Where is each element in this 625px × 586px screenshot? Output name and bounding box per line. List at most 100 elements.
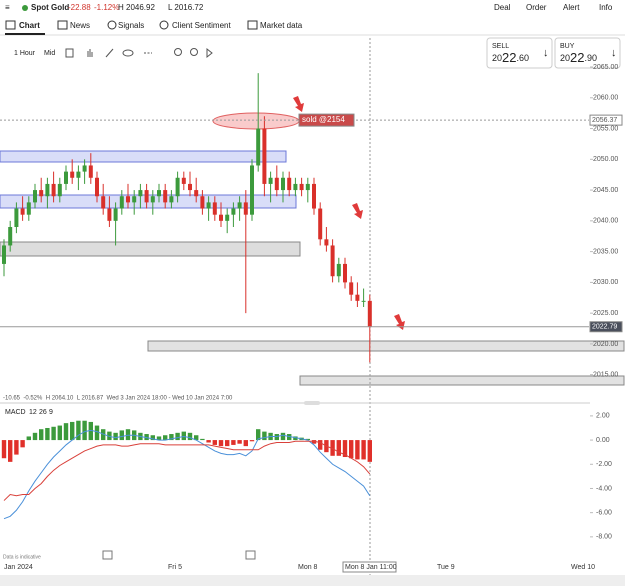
y-tick-label: 2030.00	[593, 279, 618, 286]
histogram-bar	[212, 440, 217, 445]
histogram-bar	[187, 432, 193, 441]
low: L 2016.72	[168, 3, 204, 12]
candle-body	[212, 202, 217, 215]
macd-param: 26	[39, 409, 47, 416]
macd-param: 9	[49, 409, 53, 416]
candle-body	[262, 128, 267, 184]
candle-body	[312, 183, 316, 209]
menu-item[interactable]: Order	[526, 3, 547, 12]
candle-body	[82, 165, 87, 172]
menu-item[interactable]: Info	[599, 3, 613, 12]
histogram-bar	[156, 436, 162, 441]
price-type[interactable]: Mid	[44, 50, 55, 57]
histogram-bar	[237, 440, 242, 444]
pane-handle[interactable]	[304, 401, 320, 405]
y-tick-label: 2025.00	[593, 310, 618, 317]
candle-body	[33, 190, 37, 203]
high: H 2046.92	[118, 3, 155, 12]
zones	[0, 150, 625, 386]
tab[interactable]: News	[70, 21, 90, 30]
tab[interactable]: Market data	[260, 21, 303, 30]
candle-body	[250, 165, 254, 215]
candle-body	[299, 183, 304, 191]
candle-body	[281, 177, 285, 191]
tab[interactable]: Client Sentiment	[172, 21, 231, 30]
y-tick-label: -6.00	[596, 510, 612, 517]
histogram-bar	[243, 440, 248, 447]
histogram-bar	[231, 440, 236, 445]
histogram-bar	[8, 440, 13, 462]
histogram-bar	[32, 432, 38, 441]
instrument: Spot Gold	[31, 3, 69, 12]
candle-body	[45, 183, 50, 197]
y-tick-label: 2065.00	[593, 64, 618, 71]
interval[interactable]: 1 Hour	[14, 50, 36, 57]
histogram-bar	[349, 440, 354, 459]
histogram-bar	[76, 420, 81, 441]
candle-body	[175, 177, 180, 197]
histogram-bar	[274, 434, 279, 441]
histogram-bar	[218, 440, 224, 447]
candle-body	[305, 183, 310, 191]
candle-body	[14, 208, 19, 227]
buy-price: 2022.90	[560, 50, 597, 65]
candle-body	[95, 177, 99, 197]
histogram-bar	[70, 421, 75, 441]
candle-body	[57, 183, 62, 197]
arrows	[293, 96, 405, 330]
candle-body	[194, 190, 199, 197]
histogram-bar	[45, 427, 50, 441]
change-pct: -1.12%	[94, 3, 119, 12]
macd-title: MACD	[5, 409, 26, 416]
y-tick-label: -8.00	[596, 534, 612, 541]
range-info: -10.65 -0.52% H 2064.10 L 2016.87 Wed 3 …	[3, 396, 233, 402]
histogram-bar	[181, 431, 186, 441]
histogram-bar	[355, 440, 360, 460]
y-tick-label: 2015.00	[593, 372, 618, 379]
sell-arrow: ↓	[543, 47, 549, 59]
highlight	[212, 112, 300, 130]
event-icon[interactable]	[102, 550, 113, 560]
candle-body	[361, 300, 366, 302]
tab[interactable]: Signals	[118, 21, 144, 30]
histogram-bar	[20, 440, 25, 448]
y-tick-label: 2020.00	[593, 341, 618, 348]
candle-body	[237, 202, 242, 209]
sell-price: 2022.60	[492, 50, 529, 65]
y-tick-label: 2045.00	[593, 187, 618, 194]
histogram-bar	[26, 436, 31, 441]
candle-body	[349, 282, 354, 295]
candle-body	[64, 171, 68, 184]
histogram-bar	[361, 440, 366, 460]
candle-body	[181, 177, 186, 184]
menu-item[interactable]: Deal	[494, 3, 511, 12]
histogram-bar	[200, 438, 205, 441]
candle-body	[119, 196, 124, 209]
menu-icon[interactable]: ≡	[5, 3, 10, 12]
tab[interactable]: Chart	[19, 21, 40, 30]
y-tick-label: 0.00	[596, 437, 610, 444]
histogram-bar	[144, 434, 149, 441]
candle-body	[51, 183, 56, 197]
annotation-box	[298, 113, 355, 127]
candle-body	[293, 183, 298, 191]
histogram-bar	[94, 425, 100, 441]
y-tick-label: 2060.00	[593, 95, 618, 102]
sell-button[interactable]	[486, 37, 553, 69]
menu-item[interactable]: Alert	[563, 3, 580, 12]
x-tick-label: Tue 9	[437, 564, 455, 571]
toolbar-icons[interactable]	[65, 47, 213, 59]
candle-body	[2, 245, 6, 264]
event-icon[interactable]	[245, 550, 256, 560]
candle-body	[39, 190, 44, 197]
candle-body	[144, 190, 149, 203]
histogram-bar	[342, 440, 348, 458]
histogram-bar	[311, 440, 317, 444]
x-tick-label: Fri 5	[168, 564, 182, 571]
candle-body	[343, 263, 347, 283]
candle-body	[113, 208, 118, 221]
scrollbar[interactable]	[0, 575, 625, 586]
buy-button[interactable]	[554, 37, 621, 69]
histogram-bar	[125, 429, 131, 441]
